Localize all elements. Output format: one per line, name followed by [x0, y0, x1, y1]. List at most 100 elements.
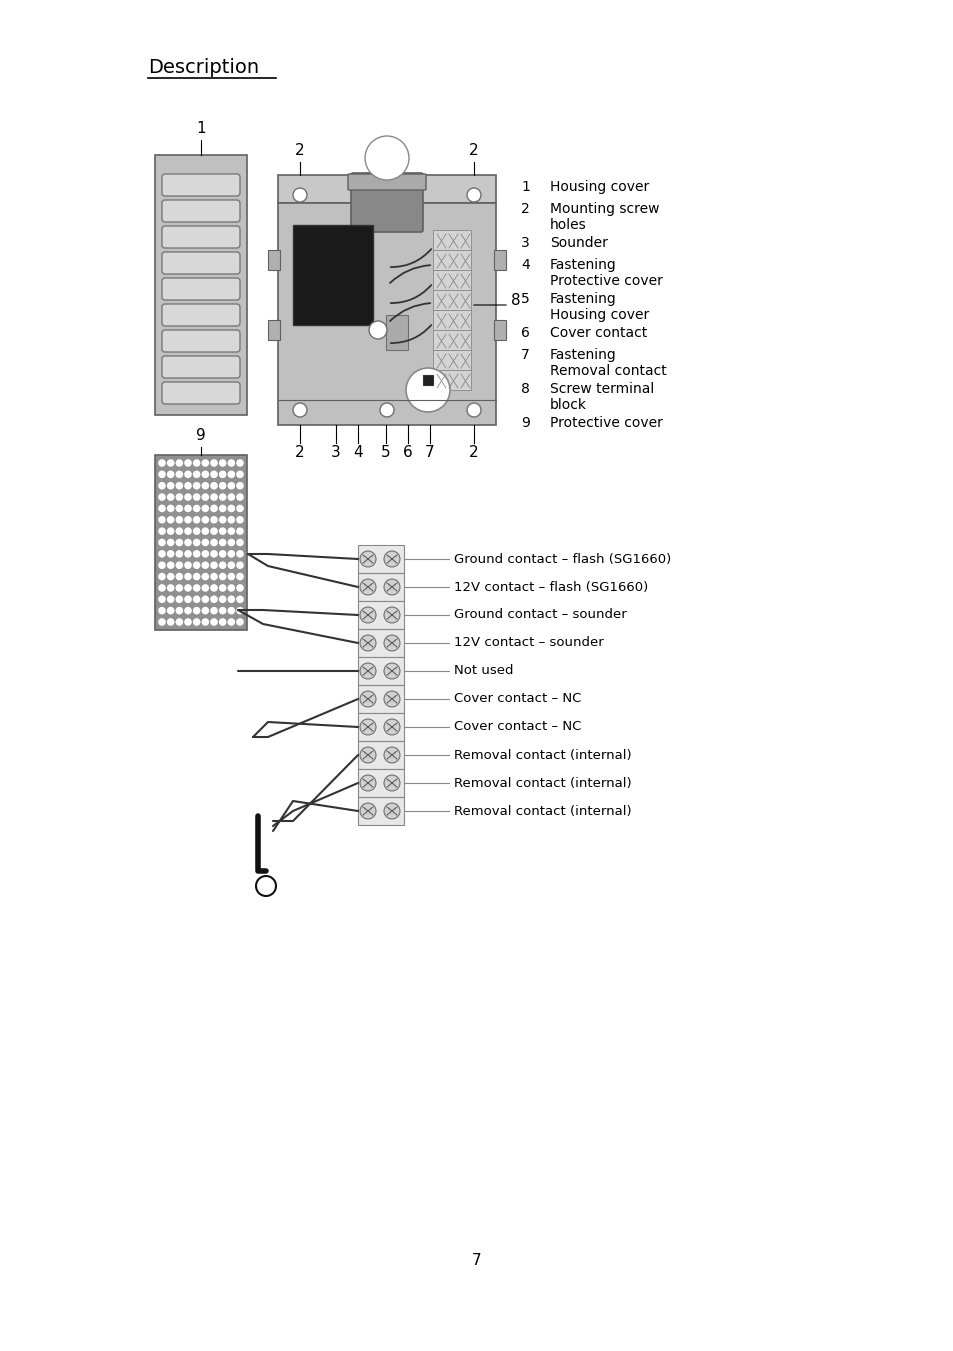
Circle shape	[228, 493, 234, 501]
Circle shape	[167, 607, 174, 615]
Bar	[357, 630, 403, 657]
Circle shape	[184, 573, 192, 581]
Circle shape	[218, 619, 226, 626]
Circle shape	[236, 516, 244, 524]
Text: 2: 2	[469, 143, 478, 158]
Circle shape	[228, 516, 234, 524]
Circle shape	[175, 516, 183, 524]
Circle shape	[218, 562, 226, 569]
Circle shape	[184, 505, 192, 512]
Circle shape	[193, 596, 200, 603]
Circle shape	[228, 619, 234, 626]
Circle shape	[167, 619, 174, 626]
Circle shape	[167, 516, 174, 524]
Circle shape	[158, 493, 166, 501]
FancyBboxPatch shape	[162, 304, 240, 326]
Circle shape	[359, 747, 375, 763]
Circle shape	[236, 539, 244, 546]
Circle shape	[210, 516, 217, 524]
Circle shape	[167, 562, 174, 569]
Text: 7: 7	[425, 444, 435, 459]
Circle shape	[193, 516, 200, 524]
Bar	[386, 315, 408, 350]
Circle shape	[236, 527, 244, 535]
Bar	[357, 544, 403, 573]
Circle shape	[384, 663, 399, 680]
Circle shape	[255, 875, 275, 896]
Bar	[433, 290, 471, 309]
Circle shape	[184, 459, 192, 467]
Circle shape	[228, 505, 234, 512]
Circle shape	[236, 619, 244, 626]
Circle shape	[158, 527, 166, 535]
Circle shape	[167, 527, 174, 535]
Text: 4: 4	[520, 258, 530, 272]
Bar	[375, 601, 386, 605]
Circle shape	[359, 719, 375, 735]
Circle shape	[158, 539, 166, 546]
Circle shape	[201, 482, 209, 489]
Bar	[357, 657, 403, 685]
Bar	[375, 713, 386, 717]
Text: 1: 1	[196, 122, 206, 136]
Circle shape	[228, 550, 234, 558]
Circle shape	[184, 607, 192, 615]
Circle shape	[359, 775, 375, 790]
Text: 9: 9	[520, 416, 530, 430]
FancyBboxPatch shape	[162, 330, 240, 353]
Text: 4: 4	[353, 444, 362, 459]
Circle shape	[210, 596, 217, 603]
Circle shape	[236, 584, 244, 592]
Bar	[375, 797, 386, 801]
Circle shape	[201, 584, 209, 592]
Circle shape	[228, 539, 234, 546]
Circle shape	[359, 690, 375, 707]
Circle shape	[365, 136, 409, 180]
FancyBboxPatch shape	[162, 226, 240, 249]
Bar	[357, 685, 403, 713]
Circle shape	[384, 719, 399, 735]
Text: 8: 8	[511, 293, 520, 308]
Text: Ground contact – sounder: Ground contact – sounder	[454, 608, 626, 621]
Circle shape	[184, 550, 192, 558]
Circle shape	[158, 505, 166, 512]
Circle shape	[228, 470, 234, 478]
Circle shape	[167, 573, 174, 581]
Circle shape	[158, 562, 166, 569]
Circle shape	[236, 505, 244, 512]
Circle shape	[201, 596, 209, 603]
Circle shape	[218, 573, 226, 581]
Circle shape	[201, 470, 209, 478]
Circle shape	[158, 470, 166, 478]
Circle shape	[218, 482, 226, 489]
Bar	[375, 685, 386, 689]
Circle shape	[175, 584, 183, 592]
Circle shape	[210, 550, 217, 558]
Circle shape	[158, 596, 166, 603]
FancyBboxPatch shape	[162, 278, 240, 300]
Circle shape	[210, 459, 217, 467]
Text: 3: 3	[331, 444, 340, 459]
Bar	[357, 769, 403, 797]
Circle shape	[359, 580, 375, 594]
Circle shape	[228, 482, 234, 489]
Text: Ground contact – flash (SG1660): Ground contact – flash (SG1660)	[454, 553, 671, 566]
Circle shape	[167, 493, 174, 501]
Circle shape	[228, 584, 234, 592]
Text: 1: 1	[520, 180, 530, 195]
Circle shape	[201, 562, 209, 569]
Circle shape	[210, 527, 217, 535]
Text: Screw terminal
block: Screw terminal block	[550, 382, 654, 412]
Circle shape	[193, 584, 200, 592]
Circle shape	[210, 470, 217, 478]
Text: 8: 8	[520, 382, 530, 396]
Text: Mounting screw
holes: Mounting screw holes	[550, 203, 659, 232]
Bar	[433, 350, 471, 370]
Circle shape	[210, 584, 217, 592]
Circle shape	[184, 596, 192, 603]
Bar	[357, 797, 403, 825]
Circle shape	[201, 459, 209, 467]
Bar	[433, 330, 471, 350]
Circle shape	[201, 550, 209, 558]
Circle shape	[210, 482, 217, 489]
